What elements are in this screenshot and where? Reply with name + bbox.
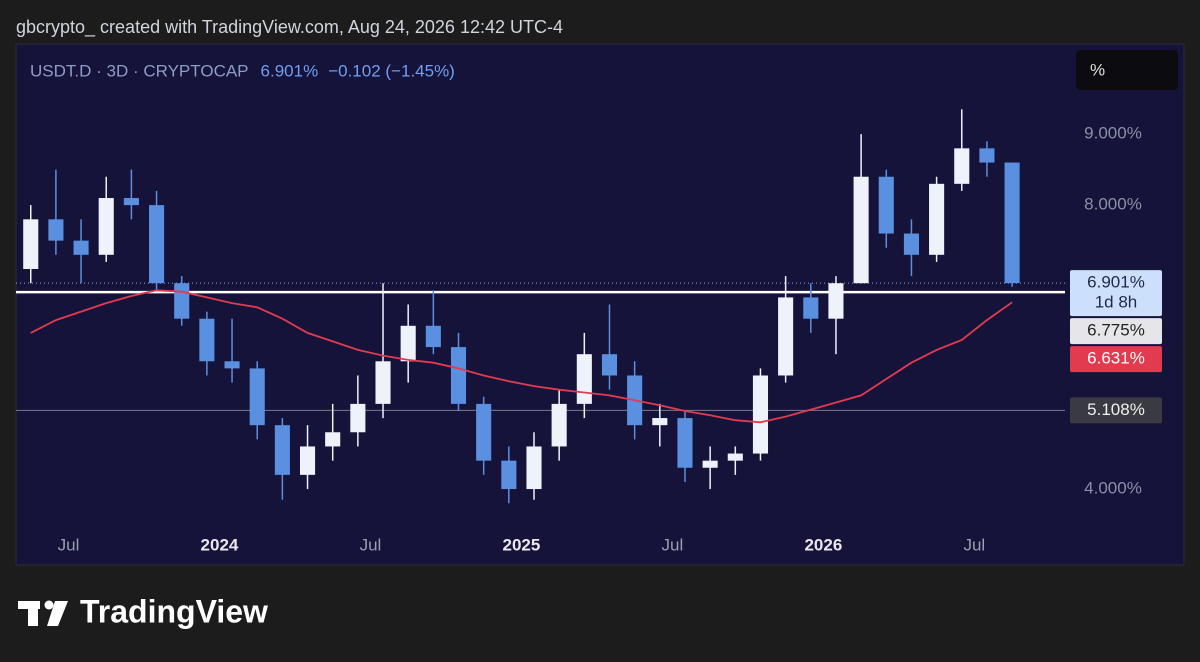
candle-body bbox=[576, 354, 592, 404]
candle-body bbox=[249, 368, 265, 426]
candle-body bbox=[325, 432, 341, 447]
candle-body bbox=[702, 460, 718, 468]
last-price-label: 1d 8h bbox=[1095, 293, 1138, 312]
candle-body bbox=[224, 361, 240, 369]
unit-button[interactable] bbox=[1076, 50, 1178, 90]
last-price-label-box bbox=[1070, 270, 1162, 317]
last-price: 6.901% bbox=[261, 61, 319, 80]
symbol: USDT.D · 3D · CRYPTOCAP bbox=[30, 61, 249, 80]
y-tick-label: 9.000% bbox=[1084, 124, 1142, 143]
candle-body bbox=[878, 176, 894, 234]
candle-body bbox=[123, 198, 139, 206]
x-tick-label: 2024 bbox=[201, 535, 239, 554]
candle-body bbox=[199, 318, 215, 362]
candle-body bbox=[727, 453, 743, 461]
candle-body bbox=[903, 233, 919, 255]
price-line-label: 5.108% bbox=[1087, 400, 1145, 419]
candle-body bbox=[677, 418, 693, 468]
x-tick-label: 2025 bbox=[503, 535, 541, 554]
x-tick-label: 2026 bbox=[804, 535, 842, 554]
y-tick-label: 8.000% bbox=[1084, 195, 1142, 214]
candle-body bbox=[601, 354, 618, 376]
candle-body bbox=[526, 446, 542, 490]
candle-body bbox=[828, 283, 844, 319]
candle-body bbox=[274, 425, 290, 475]
credit: gbcrypto_ created with TradingView.com, … bbox=[16, 17, 563, 38]
moving-average-label-box bbox=[1070, 346, 1162, 373]
candle-body bbox=[23, 219, 39, 270]
price-line-label: 6.775% bbox=[1087, 321, 1145, 340]
candle-body bbox=[652, 418, 668, 426]
candle-body bbox=[299, 446, 316, 475]
price-line-label-box bbox=[1070, 397, 1162, 424]
plot-area bbox=[16, 109, 1065, 504]
last-price-label: 6.901% bbox=[1087, 273, 1145, 292]
candle-body bbox=[853, 176, 869, 284]
candle-body bbox=[476, 403, 492, 461]
price-line-label-box bbox=[1070, 318, 1162, 345]
change: −0.102 (−1.45%) bbox=[328, 61, 455, 80]
brand-logo bbox=[18, 600, 68, 626]
candle-body bbox=[375, 361, 391, 404]
candle-body bbox=[501, 460, 517, 490]
candle-body bbox=[929, 183, 945, 255]
brand: TradingView bbox=[80, 593, 268, 629]
candle-body bbox=[551, 403, 567, 447]
unit-label[interactable]: % bbox=[1090, 60, 1105, 79]
candle-body bbox=[400, 325, 416, 362]
x-tick-label: Jul bbox=[58, 535, 80, 554]
candle-body bbox=[979, 148, 995, 163]
candle-body bbox=[149, 205, 165, 284]
candle-body bbox=[73, 240, 89, 255]
x-tick-label: Jul bbox=[963, 535, 985, 554]
candle-body bbox=[778, 297, 794, 376]
candle-body bbox=[98, 198, 114, 255]
x-tick-label: Jul bbox=[360, 535, 382, 554]
candle-body bbox=[803, 297, 819, 319]
candle-body bbox=[425, 325, 441, 348]
candle-body bbox=[350, 403, 366, 433]
candle-body bbox=[48, 219, 64, 241]
chart-panel bbox=[15, 43, 1185, 566]
candle-body bbox=[954, 148, 970, 184]
moving-average-label: 6.631% bbox=[1087, 349, 1145, 368]
candle-body bbox=[450, 347, 467, 404]
moving-average bbox=[30, 289, 1013, 424]
candle-body bbox=[1004, 162, 1020, 284]
x-tick-label: Jul bbox=[662, 535, 684, 554]
candle-body bbox=[174, 283, 190, 319]
y-tick-label: 4.000% bbox=[1084, 479, 1142, 498]
axes: 4.000% 8.000% 9.000% Jul 2024 Jul 2025 Jul 2026 J… bbox=[58, 124, 1162, 554]
candle-body bbox=[752, 375, 769, 454]
